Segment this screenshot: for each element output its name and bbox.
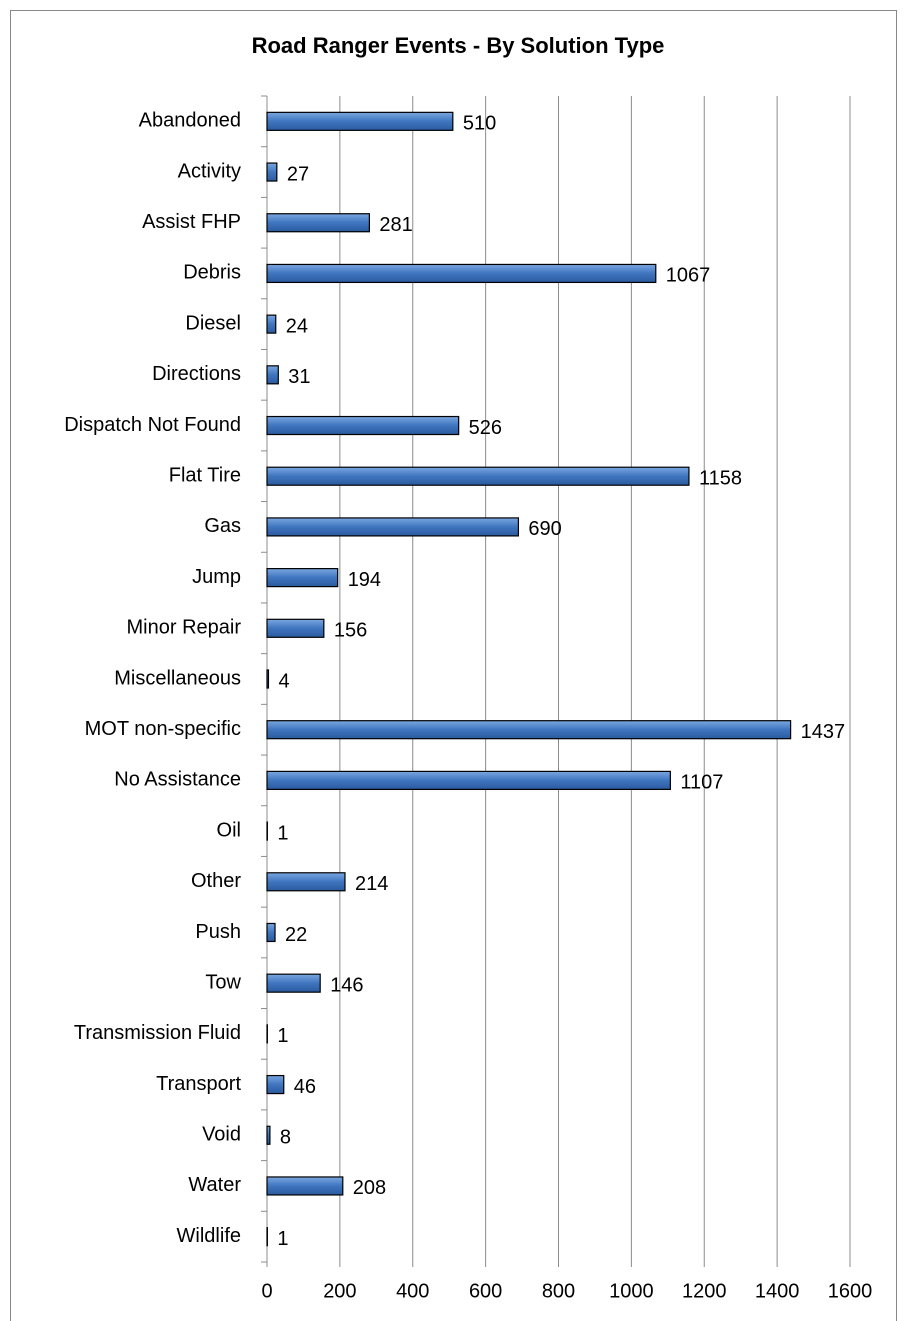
y-tick-label: Debris bbox=[183, 262, 241, 284]
bar bbox=[266, 973, 321, 993]
bar bbox=[266, 618, 325, 638]
value-label: 281 bbox=[379, 214, 412, 236]
value-label: 510 bbox=[463, 113, 496, 135]
x-tick-label: 400 bbox=[396, 1280, 429, 1302]
x-tick-label: 1600 bbox=[828, 1280, 873, 1302]
bar bbox=[266, 517, 520, 537]
value-label: 1107 bbox=[680, 772, 723, 794]
y-tick-label: MOT non-specific bbox=[85, 718, 241, 740]
value-label: 214 bbox=[355, 873, 388, 895]
value-label: 46 bbox=[294, 1076, 316, 1098]
y-tick-label: Abandoned bbox=[139, 110, 241, 132]
bar bbox=[266, 770, 671, 790]
value-label: 526 bbox=[469, 417, 502, 439]
y-tick-label: Minor Repair bbox=[127, 617, 242, 639]
bar bbox=[266, 1125, 271, 1145]
bar bbox=[266, 466, 690, 486]
bar bbox=[266, 568, 339, 588]
value-label: 24 bbox=[286, 315, 308, 337]
bar bbox=[266, 365, 279, 385]
y-tick-label: Wildlife bbox=[177, 1225, 241, 1247]
value-label: 146 bbox=[330, 974, 363, 996]
y-tick-label: Transmission Fluid bbox=[74, 1022, 241, 1044]
y-tick-label: Assist FHP bbox=[142, 211, 241, 233]
y-tick-label: Miscellaneous bbox=[114, 667, 241, 689]
value-label: 194 bbox=[348, 569, 381, 591]
x-tick-label: 1000 bbox=[609, 1280, 654, 1302]
value-label: 156 bbox=[334, 620, 367, 642]
y-tick-label: Diesel bbox=[185, 312, 241, 334]
y-tick-label: Void bbox=[202, 1124, 241, 1146]
value-label: 1158 bbox=[699, 467, 742, 489]
value-label: 1 bbox=[277, 1228, 288, 1250]
value-label: 1 bbox=[277, 1025, 288, 1047]
x-tick-label: 1400 bbox=[755, 1280, 800, 1302]
value-label: 1437 bbox=[801, 721, 846, 743]
y-tick-label: No Assistance bbox=[114, 769, 241, 791]
y-tick-label: Other bbox=[191, 870, 241, 892]
bar bbox=[266, 162, 278, 182]
y-tick-label: Dispatch Not Found bbox=[64, 414, 241, 436]
bar bbox=[266, 1074, 285, 1095]
bar bbox=[266, 872, 346, 892]
bar bbox=[266, 720, 792, 740]
bar bbox=[266, 314, 277, 334]
x-tick-label: 800 bbox=[542, 1280, 575, 1302]
y-tick-label: Push bbox=[195, 921, 241, 943]
y-tick-label: Flat Tire bbox=[169, 464, 241, 486]
bar bbox=[266, 1176, 344, 1196]
value-label: 31 bbox=[288, 366, 310, 388]
value-label: 690 bbox=[528, 518, 561, 540]
y-tick-label: Transport bbox=[156, 1073, 241, 1095]
x-tick-label: 1200 bbox=[682, 1280, 727, 1302]
bar bbox=[266, 213, 370, 233]
bar bbox=[266, 669, 270, 689]
bar bbox=[266, 111, 454, 131]
x-tick-label: 200 bbox=[323, 1280, 356, 1302]
bar bbox=[266, 263, 657, 284]
y-tick-label: Oil bbox=[217, 819, 241, 841]
value-label: 22 bbox=[285, 924, 307, 946]
value-label: 8 bbox=[280, 1127, 291, 1149]
x-tick-label: 600 bbox=[469, 1280, 502, 1302]
y-tick-label: Tow bbox=[205, 971, 241, 993]
y-tick-label: Jump bbox=[192, 566, 241, 588]
y-tick-label: Water bbox=[188, 1174, 241, 1196]
x-tick-label: 0 bbox=[261, 1280, 272, 1302]
chart-frame bbox=[10, 10, 897, 1321]
value-label: 27 bbox=[287, 163, 309, 185]
y-tick-label: Directions bbox=[152, 363, 241, 385]
value-label: 4 bbox=[278, 670, 289, 692]
value-label: 1 bbox=[277, 822, 288, 844]
bar bbox=[266, 415, 460, 436]
bar bbox=[266, 922, 276, 943]
chart-title: Road Ranger Events - By Solution Type bbox=[252, 33, 665, 58]
value-label: 208 bbox=[353, 1177, 386, 1199]
y-tick-label: Activity bbox=[178, 160, 241, 182]
value-label: 1067 bbox=[666, 265, 711, 287]
y-tick-label: Gas bbox=[204, 515, 241, 537]
